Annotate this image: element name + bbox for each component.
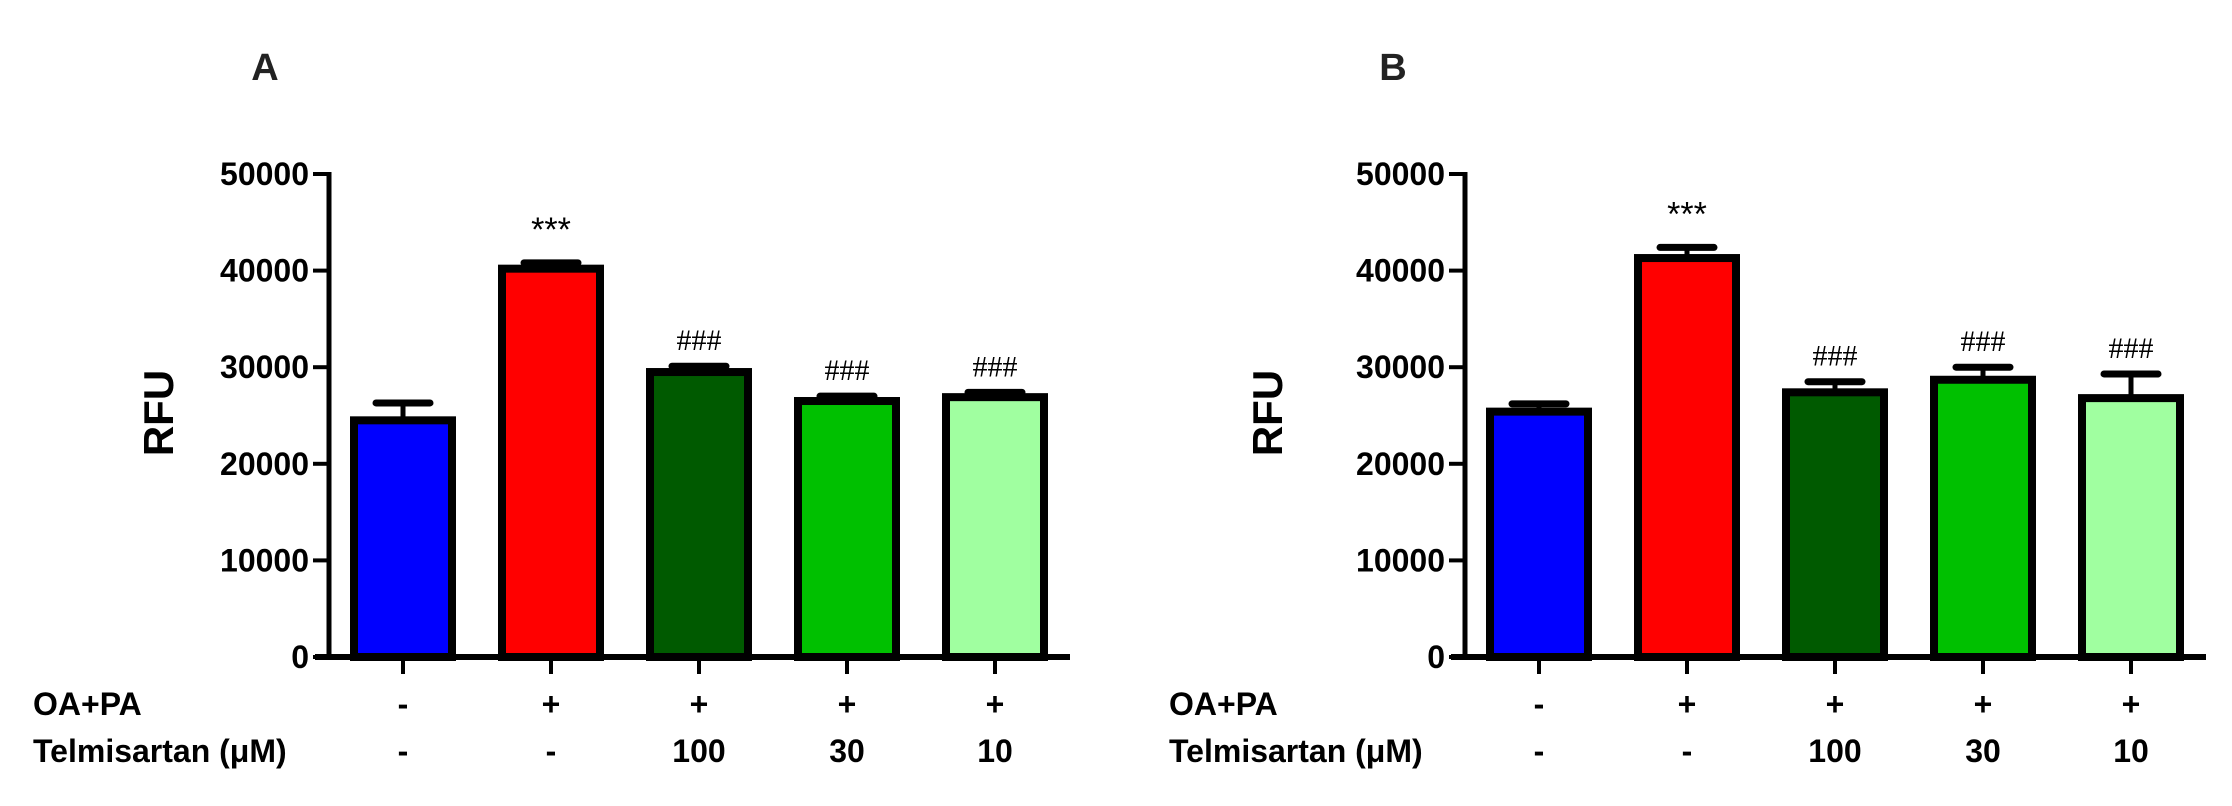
condition-value: + <box>542 686 561 722</box>
condition-value: + <box>986 686 1005 722</box>
condition-row-label: OA+PA <box>1169 686 1278 722</box>
bar-4 <box>942 393 1048 661</box>
condition-row-label: OA+PA <box>33 686 142 722</box>
y-axis-title: RFU <box>1244 370 1291 456</box>
condition-value: - <box>1534 686 1545 722</box>
y-axis-title: RFU <box>135 370 182 456</box>
y-tick-label: 20000 <box>220 446 309 482</box>
condition-value: 100 <box>672 733 725 769</box>
condition-value: + <box>838 686 857 722</box>
bar-1 <box>1634 254 1740 661</box>
significance-label-3: ### <box>825 354 870 387</box>
significance-label-2: ### <box>1813 340 1858 373</box>
condition-value: + <box>1826 686 1845 722</box>
bar-0 <box>1486 407 1592 661</box>
condition-value: 10 <box>2113 733 2149 769</box>
y-tick-label: 20000 <box>1356 446 1445 482</box>
significance-label-4: ### <box>2109 332 2154 365</box>
condition-value: 10 <box>977 733 1013 769</box>
bar-3 <box>1930 375 2036 661</box>
significance-label-2: ### <box>677 324 722 357</box>
condition-value: - <box>546 733 557 769</box>
condition-value: 30 <box>1965 733 2001 769</box>
panel-label: B <box>1379 47 1406 89</box>
y-tick-label: 0 <box>291 639 309 675</box>
condition-value: 100 <box>1808 733 1861 769</box>
condition-value: + <box>2122 686 2141 722</box>
y-tick-label: 50000 <box>1356 156 1445 192</box>
bar-2 <box>1782 388 1888 661</box>
y-tick-label: 30000 <box>220 349 309 385</box>
condition-value: + <box>690 686 709 722</box>
bar-3 <box>794 397 900 662</box>
y-tick-label: 10000 <box>220 542 309 578</box>
significance-label-1: *** <box>531 211 571 249</box>
condition-value: + <box>1678 686 1697 722</box>
panel-label: A <box>251 47 278 89</box>
condition-value: - <box>398 733 409 769</box>
y-tick-label: 50000 <box>220 156 309 192</box>
bar-0 <box>350 416 456 661</box>
significance-label-4: ### <box>973 350 1018 383</box>
y-tick-label: 40000 <box>220 253 309 289</box>
condition-value: + <box>1974 686 1993 722</box>
significance-label-3: ### <box>1961 325 2006 358</box>
condition-row-label: Telmisartan (μM) <box>1169 733 1423 769</box>
condition-row-label: Telmisartan (μM) <box>33 733 287 769</box>
y-tick-label: 30000 <box>1356 349 1445 385</box>
panel-a: A RFU 0 10000 20000 30000 40000 50000 *** ### ### #… <box>33 47 1070 769</box>
significance-label-1: *** <box>1667 195 1707 233</box>
panel-b: B RFU 0 10000 20000 30000 40000 50000 *** ### ### #… <box>1169 47 2206 769</box>
y-tick-label: 0 <box>1427 639 1445 675</box>
condition-value: - <box>1534 733 1545 769</box>
bar-1 <box>498 264 604 661</box>
bar-2 <box>646 368 752 661</box>
y-tick-label: 40000 <box>1356 253 1445 289</box>
condition-value: - <box>398 686 409 722</box>
condition-value: 30 <box>829 733 865 769</box>
bar-4 <box>2078 394 2184 661</box>
condition-value: - <box>1682 733 1693 769</box>
y-tick-label: 10000 <box>1356 542 1445 578</box>
